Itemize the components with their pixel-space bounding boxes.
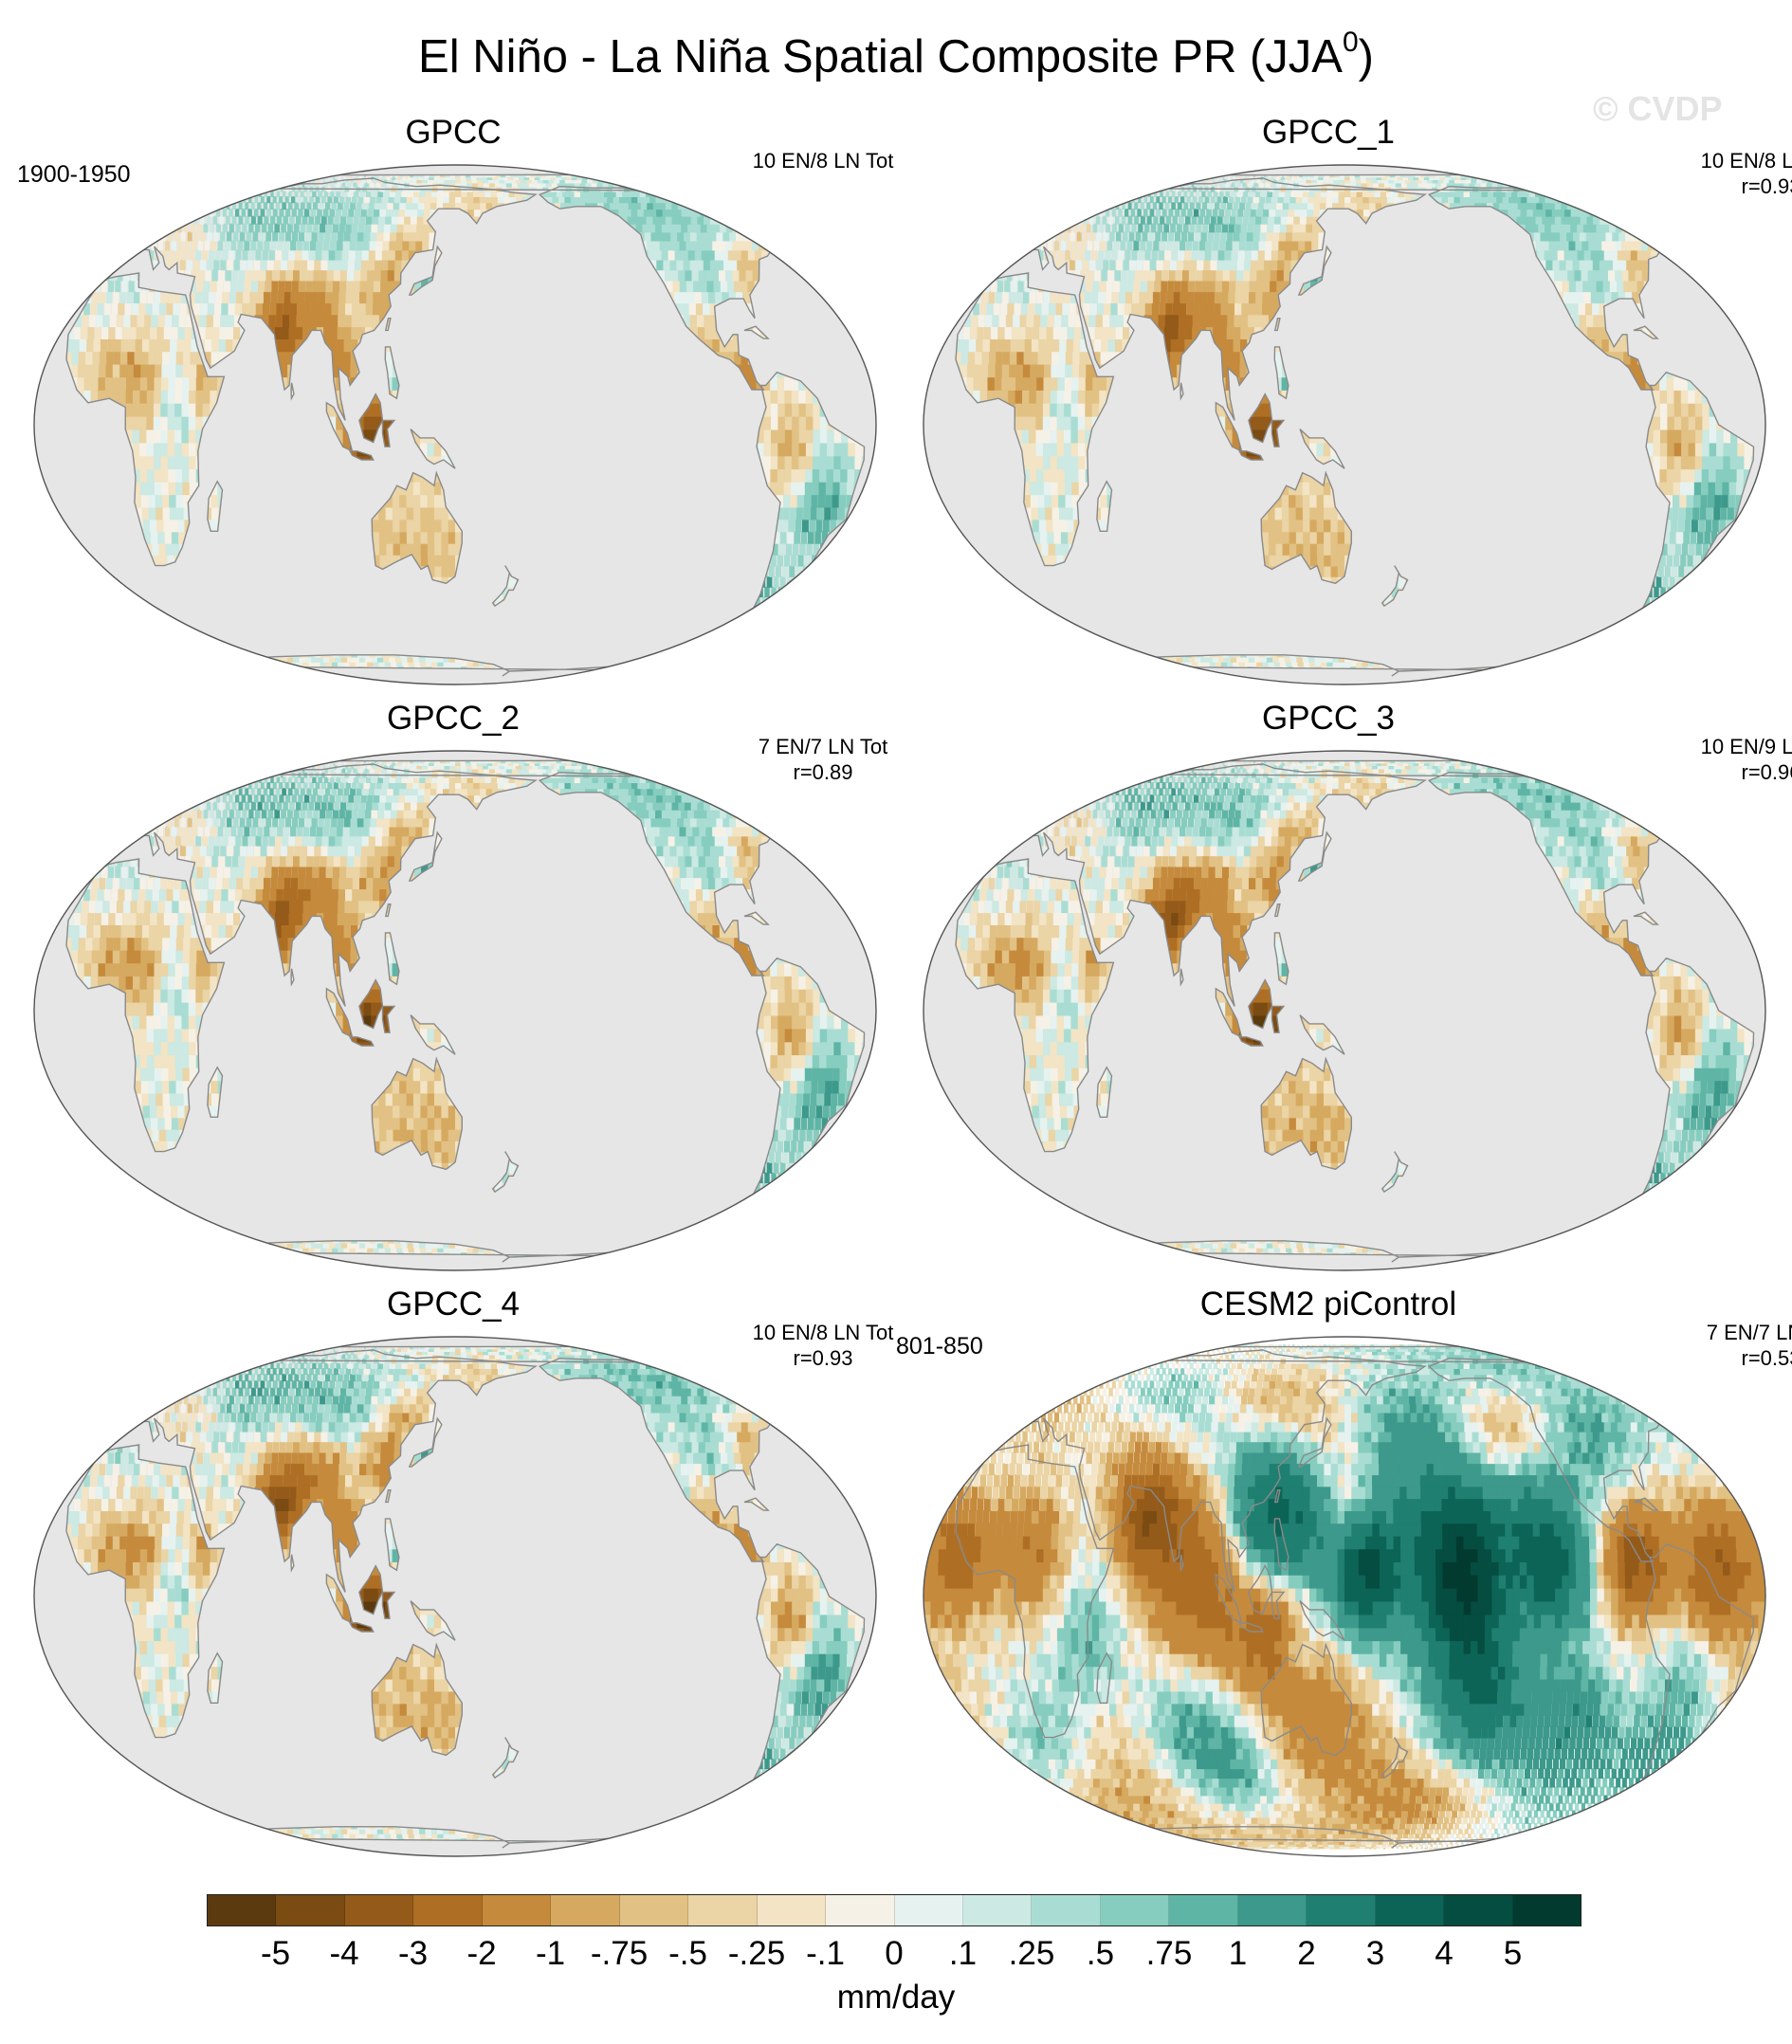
colorbar-segment bbox=[551, 1895, 620, 1925]
colorbar-tick-label: 1 bbox=[1200, 1934, 1276, 1974]
panel-stats: 7 EN/7 LN Tot r=0.89 bbox=[738, 734, 908, 785]
colorbar-tick-label: -.1 bbox=[788, 1934, 864, 1974]
cvdp-watermark: © CVDP bbox=[1593, 89, 1723, 129]
colorbar-segment bbox=[1237, 1895, 1307, 1925]
world-map bbox=[33, 750, 877, 1271]
map-border bbox=[33, 1336, 877, 1857]
colorbar-segment bbox=[619, 1895, 689, 1925]
event-count: 10 EN/9 LN Tot bbox=[1686, 734, 1792, 759]
colorbar-segment bbox=[894, 1895, 963, 1925]
colorbar-tick-label: -3 bbox=[375, 1934, 451, 1974]
panel-title: CESM2 piControl bbox=[1091, 1284, 1565, 1325]
panel-stats: 10 EN/8 LN Tot bbox=[738, 148, 908, 173]
event-count: 10 EN/8 LN Tot bbox=[1686, 148, 1792, 173]
colorbar-tick-label: -.25 bbox=[719, 1934, 795, 1974]
colorbar-segment bbox=[344, 1895, 414, 1925]
panel-title: GPCC_4 bbox=[216, 1284, 690, 1325]
panel-title: GPCC bbox=[216, 112, 690, 154]
colorbar-units: mm/day bbox=[0, 1978, 1792, 2017]
event-count: 10 EN/8 LN Tot bbox=[738, 148, 908, 173]
pattern-correlation: r=0.53 bbox=[1686, 1345, 1792, 1371]
colorbar-segment bbox=[1307, 1895, 1376, 1925]
world-map bbox=[33, 164, 877, 685]
colorbar-segment bbox=[413, 1895, 483, 1925]
panel-title: GPCC_2 bbox=[216, 698, 690, 739]
pattern-correlation: r=0.93 bbox=[738, 1345, 908, 1371]
colorbar-segment bbox=[1032, 1895, 1101, 1925]
colorbar-segment bbox=[1169, 1895, 1238, 1925]
panel-years: 1900-1950 bbox=[17, 161, 131, 189]
colorbar-tick-label: 2 bbox=[1269, 1934, 1344, 1974]
event-count: 7 EN/7 LN Tot bbox=[1686, 1320, 1792, 1345]
world-map bbox=[923, 750, 1766, 1271]
colorbar-tick-label: 0 bbox=[856, 1934, 932, 1974]
map-border bbox=[923, 750, 1766, 1271]
colorbar-segment bbox=[208, 1895, 277, 1925]
colorbar-tick-label: -4 bbox=[306, 1934, 382, 1974]
colorbar-segment bbox=[1100, 1895, 1170, 1925]
colorbar-segment bbox=[482, 1895, 552, 1925]
panel-title: GPCC_1 bbox=[1091, 112, 1565, 154]
map-border bbox=[33, 750, 877, 1271]
colorbar-tick-label: .1 bbox=[925, 1934, 1001, 1974]
world-map bbox=[923, 164, 1766, 685]
colorbar bbox=[207, 1894, 1582, 1926]
colorbar-tick-label: 5 bbox=[1475, 1934, 1551, 1974]
colorbar-segment bbox=[276, 1895, 345, 1925]
colorbar-tick-label: 4 bbox=[1406, 1934, 1482, 1974]
pattern-correlation: r=0.89 bbox=[738, 759, 908, 785]
event-count: 7 EN/7 LN Tot bbox=[738, 734, 908, 759]
pattern-correlation: r=0.93 bbox=[1686, 173, 1792, 199]
colorbar-tick-label: 3 bbox=[1338, 1934, 1414, 1974]
colorbar-segment bbox=[688, 1895, 758, 1925]
panel-years: 801-850 bbox=[896, 1333, 983, 1360]
colorbar-segment bbox=[1444, 1895, 1513, 1925]
colorbar-tick-label: .25 bbox=[994, 1934, 1070, 1974]
colorbar-segment bbox=[1512, 1895, 1582, 1925]
map-panel: GPCC 1900-1950 10 EN/8 LN Tot bbox=[14, 112, 910, 696]
map-border bbox=[923, 164, 1766, 685]
colorbar-segment bbox=[1375, 1895, 1445, 1925]
map-panel: GPCC_2 7 EN/7 LN Tot r=0.89 bbox=[14, 698, 910, 1282]
figure-title: El Niño - La Niña Spatial Composite PR (… bbox=[0, 28, 1792, 85]
map-panel: GPCC_4 10 EN/8 LN Tot r=0.93 bbox=[14, 1284, 910, 1868]
world-map bbox=[33, 1336, 877, 1857]
pattern-correlation: r=0.96 bbox=[1686, 759, 1792, 785]
colorbar-tick-label: -2 bbox=[444, 1934, 520, 1974]
colorbar-tick-label: -5 bbox=[238, 1934, 314, 1974]
map-border bbox=[923, 1336, 1766, 1857]
panel-title: GPCC_3 bbox=[1091, 698, 1565, 739]
colorbar-tick-label: -.75 bbox=[581, 1934, 657, 1974]
map-border bbox=[33, 164, 877, 685]
colorbar-segment bbox=[757, 1895, 827, 1925]
map-panel: CESM2 piControl 801-850 7 EN/7 LN Totr=0.5… bbox=[896, 1284, 1792, 1868]
event-count: 10 EN/8 LN Tot bbox=[738, 1320, 908, 1345]
colorbar-tick-label: .75 bbox=[1131, 1934, 1207, 1974]
colorbar-segment bbox=[962, 1895, 1033, 1925]
world-map bbox=[923, 1336, 1766, 1857]
colorbar-tick-label: -1 bbox=[513, 1934, 589, 1974]
colorbar-tick-label: .5 bbox=[1063, 1934, 1139, 1974]
colorbar-segment bbox=[826, 1895, 895, 1925]
colorbar-tick-label: -.5 bbox=[650, 1934, 726, 1974]
